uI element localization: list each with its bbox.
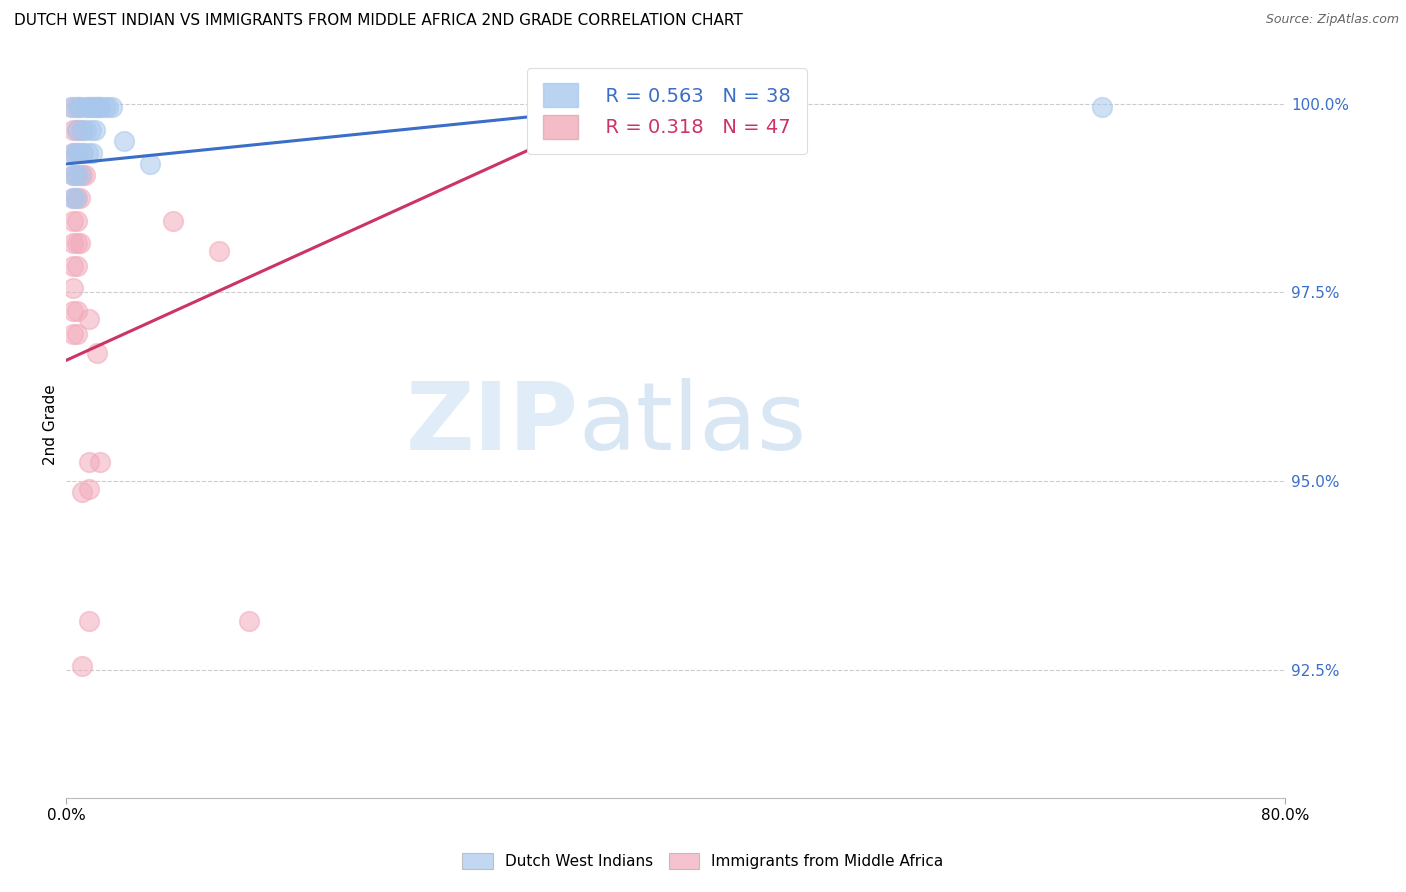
Point <box>86 345 108 359</box>
Point <box>70 168 93 182</box>
Point <box>82 145 104 160</box>
Point <box>65 145 87 160</box>
Point <box>101 100 124 114</box>
Y-axis label: 2nd Grade: 2nd Grade <box>44 384 58 465</box>
Point <box>89 455 111 469</box>
Point <box>69 100 91 114</box>
Point <box>208 244 231 258</box>
Point <box>65 168 87 182</box>
Point <box>67 100 90 114</box>
Point <box>62 191 84 205</box>
Point <box>62 123 84 137</box>
Point <box>70 485 93 500</box>
Point <box>67 145 90 160</box>
Point <box>82 100 104 114</box>
Point <box>79 100 101 114</box>
Point <box>527 100 550 114</box>
Point <box>72 145 94 160</box>
Point <box>86 100 108 114</box>
Point <box>112 134 135 148</box>
Point <box>70 145 93 160</box>
Point <box>62 168 84 182</box>
Text: Source: ZipAtlas.com: Source: ZipAtlas.com <box>1265 13 1399 27</box>
Point <box>1091 100 1114 114</box>
Point <box>73 100 96 114</box>
Point <box>93 100 115 114</box>
Legend:   R = 0.563   N = 38,   R = 0.318   N = 47: R = 0.563 N = 38, R = 0.318 N = 47 <box>527 68 807 154</box>
Point <box>86 100 108 114</box>
Point <box>79 482 101 496</box>
Point <box>66 123 89 137</box>
Point <box>62 281 84 295</box>
Point <box>66 304 89 318</box>
Point <box>527 100 550 114</box>
Point <box>79 311 101 326</box>
Point <box>70 123 93 137</box>
Point <box>62 326 84 341</box>
Point <box>66 191 89 205</box>
Point <box>79 614 101 628</box>
Point <box>62 304 84 318</box>
Text: ZIP: ZIP <box>405 378 578 470</box>
Point <box>89 100 111 114</box>
Point <box>89 100 111 114</box>
Point <box>79 455 101 469</box>
Point <box>66 123 89 137</box>
Point <box>69 191 91 205</box>
Point <box>62 236 84 251</box>
Point <box>62 100 84 114</box>
Point <box>62 145 84 160</box>
Point <box>75 123 97 137</box>
Point <box>70 659 93 673</box>
Point <box>66 145 89 160</box>
Text: DUTCH WEST INDIAN VS IMMIGRANTS FROM MIDDLE AFRICA 2ND GRADE CORRELATION CHART: DUTCH WEST INDIAN VS IMMIGRANTS FROM MID… <box>14 13 742 29</box>
Point <box>62 213 84 227</box>
Text: atlas: atlas <box>578 378 807 470</box>
Point <box>238 614 260 628</box>
Point <box>69 236 91 251</box>
Point <box>62 168 84 182</box>
Point <box>66 100 89 114</box>
Point <box>80 123 103 137</box>
Point <box>62 191 84 205</box>
Point <box>76 145 98 160</box>
Point <box>70 123 93 137</box>
Point <box>139 157 162 171</box>
Point <box>66 236 89 251</box>
Point <box>66 326 89 341</box>
Point <box>66 168 89 182</box>
Point <box>66 259 89 273</box>
Point <box>73 168 96 182</box>
Point <box>84 123 107 137</box>
Point <box>62 259 84 273</box>
Point <box>60 100 83 114</box>
Point <box>162 213 184 227</box>
Point <box>97 100 120 114</box>
Point <box>66 213 89 227</box>
Point <box>62 145 84 160</box>
Point <box>65 191 87 205</box>
Point <box>83 100 105 114</box>
Legend: Dutch West Indians, Immigrants from Middle Africa: Dutch West Indians, Immigrants from Midd… <box>457 847 949 875</box>
Point <box>76 100 98 114</box>
Point <box>69 168 91 182</box>
